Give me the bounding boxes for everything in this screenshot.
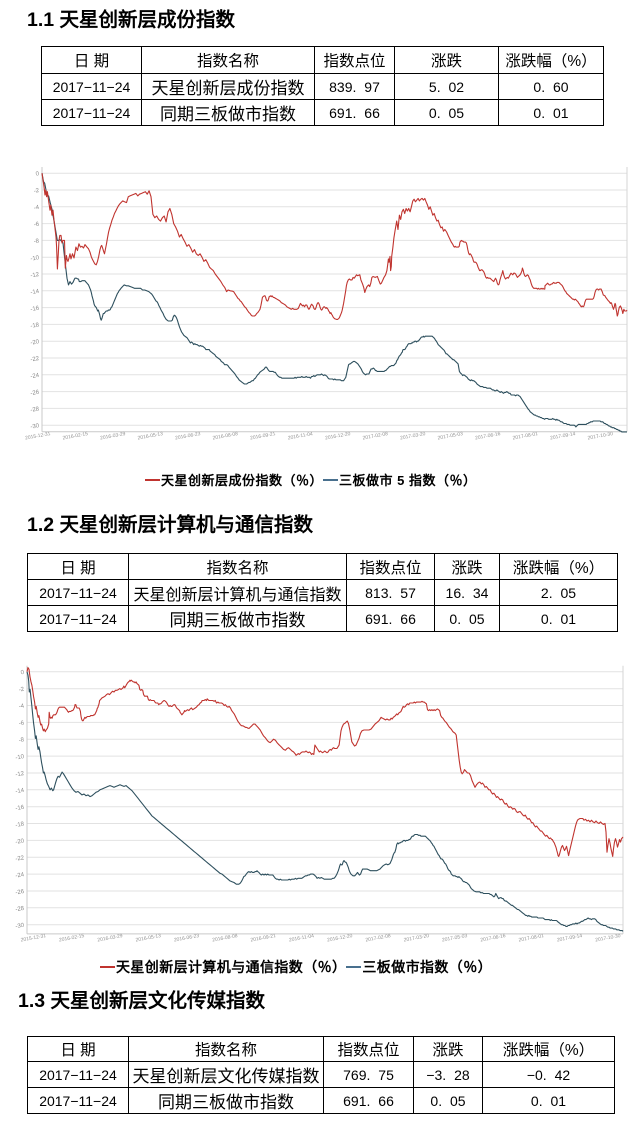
svg-text:-30: -30 [15, 923, 25, 931]
svg-text:-24: -24 [30, 373, 40, 381]
svg-text:2015-12-31: 2015-12-31 [25, 431, 51, 441]
svg-text:-30: -30 [30, 423, 40, 431]
svg-text:-10: -10 [30, 255, 40, 263]
svg-text:-22: -22 [30, 356, 40, 364]
svg-text:-26: -26 [15, 889, 25, 897]
svg-text:2017-02-08: 2017-02-08 [365, 933, 391, 943]
svg-text:2016-03-29: 2016-03-29 [100, 431, 126, 441]
svg-text:-16: -16 [30, 306, 40, 314]
svg-text:2017-08-01: 2017-08-01 [512, 431, 538, 441]
svg-text:-20: -20 [15, 838, 25, 846]
svg-text:2017-02-08: 2017-02-08 [362, 431, 388, 441]
svg-text:2017-06-16: 2017-06-16 [475, 431, 501, 441]
svg-text:2017-03-20: 2017-03-20 [400, 431, 426, 441]
svg-text:2016-12-20: 2016-12-20 [327, 933, 353, 943]
svg-text:2017-10-30: 2017-10-30 [587, 431, 613, 441]
svg-text:2016-05-13: 2016-05-13 [137, 431, 163, 441]
svg-text:-2: -2 [33, 188, 40, 195]
svg-text:2016-02-15: 2016-02-15 [59, 933, 85, 943]
svg-text:0: 0 [35, 171, 40, 178]
svg-text:2016-08-08: 2016-08-08 [212, 431, 238, 441]
svg-text:2017-03-20: 2017-03-20 [403, 933, 429, 943]
svg-text:-4: -4 [18, 703, 25, 710]
svg-text:2017-06-16: 2017-06-16 [480, 933, 506, 943]
svg-text:2016-02-15: 2016-02-15 [62, 431, 88, 441]
svg-text:-12: -12 [30, 272, 40, 280]
svg-text:2016-03-29: 2016-03-29 [97, 933, 123, 943]
svg-text:-26: -26 [30, 390, 40, 398]
svg-text:-8: -8 [18, 737, 25, 744]
svg-text:2017-10-30: 2017-10-30 [595, 933, 621, 943]
svg-text:-18: -18 [30, 322, 40, 330]
svg-text:2017-09-14: 2017-09-14 [550, 431, 576, 441]
svg-text:2015-12-31: 2015-12-31 [20, 933, 46, 943]
svg-text:2016-08-08: 2016-08-08 [212, 933, 238, 943]
svg-text:2016-09-21: 2016-09-21 [250, 431, 276, 441]
svg-text:2016-09-21: 2016-09-21 [250, 933, 276, 943]
svg-text:-22: -22 [15, 855, 25, 863]
svg-text:-4: -4 [33, 205, 40, 212]
svg-text:-12: -12 [15, 771, 25, 779]
svg-text:2017-05-03: 2017-05-03 [442, 933, 468, 943]
svg-text:-6: -6 [18, 720, 25, 727]
svg-text:2016-11-04: 2016-11-04 [289, 933, 315, 943]
svg-text:-18: -18 [15, 821, 25, 829]
svg-text:2017-09-14: 2017-09-14 [557, 933, 583, 943]
svg-text:2016-06-23: 2016-06-23 [175, 431, 201, 441]
svg-text:-8: -8 [33, 238, 40, 245]
svg-text:2017-05-03: 2017-05-03 [437, 431, 463, 441]
svg-text:2016-12-20: 2016-12-20 [325, 431, 351, 441]
svg-text:-20: -20 [30, 339, 40, 347]
svg-text:-2: -2 [18, 687, 25, 694]
svg-text:2017-08-01: 2017-08-01 [518, 933, 544, 943]
svg-text:2016-05-13: 2016-05-13 [135, 933, 161, 943]
svg-text:2016-06-23: 2016-06-23 [174, 933, 200, 943]
svg-text:-24: -24 [15, 872, 25, 880]
svg-text:-28: -28 [15, 906, 25, 914]
svg-text:-16: -16 [15, 805, 25, 813]
svg-text:0: 0 [20, 670, 25, 677]
svg-text:-14: -14 [15, 788, 25, 796]
svg-text:-28: -28 [30, 406, 40, 414]
svg-text:-10: -10 [15, 754, 25, 762]
svg-text:2016-11-04: 2016-11-04 [287, 431, 313, 441]
svg-text:-6: -6 [33, 222, 40, 229]
svg-text:-14: -14 [30, 289, 40, 297]
